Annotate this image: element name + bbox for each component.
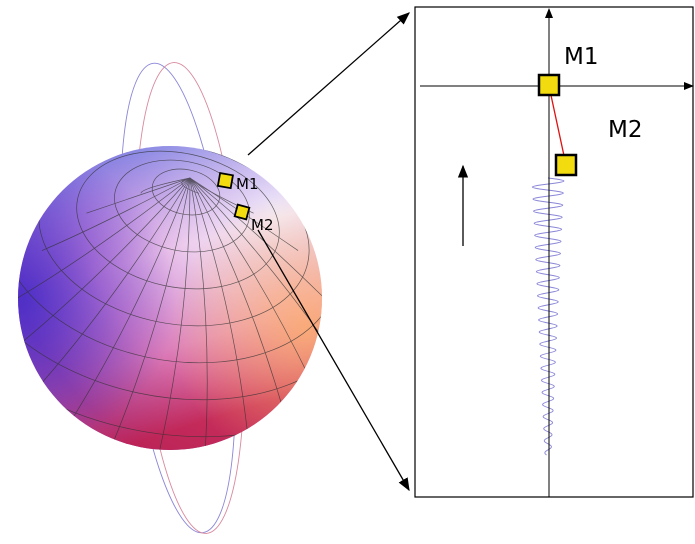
zoom-label-m2: M2 — [608, 117, 642, 143]
zoom-label-m1: M1 — [564, 44, 598, 70]
marker-m1 — [218, 173, 233, 188]
marker-m2 — [235, 205, 250, 220]
label-m2: M2 — [251, 216, 274, 234]
zoom-marker-m1 — [539, 75, 559, 95]
zoom-marker-m2 — [556, 155, 576, 175]
zoom-panel: M1 M2 — [415, 7, 693, 497]
diagram: M1 M2 M1 M2 — [0, 0, 695, 544]
label-m1: M1 — [236, 175, 259, 193]
